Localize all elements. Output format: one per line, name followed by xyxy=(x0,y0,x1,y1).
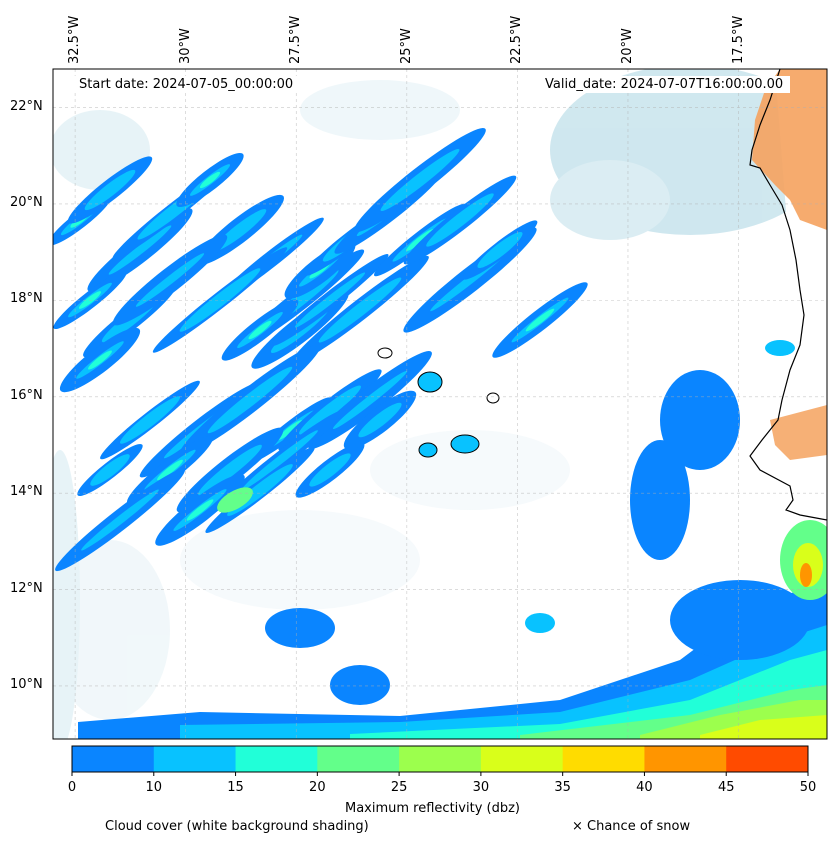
echo-streak xyxy=(176,152,244,208)
colorbar-tick-label: 50 xyxy=(799,780,817,795)
echo-streak xyxy=(291,255,429,365)
colorbar-tick-label: 20 xyxy=(309,780,326,795)
longitude-tick-label: 30°W xyxy=(177,28,193,64)
echo-streak xyxy=(221,299,299,361)
start-date-label: Start date: 2024-07-05_00:00:00 xyxy=(72,76,301,93)
land-africa xyxy=(750,69,827,739)
echo-southern-band xyxy=(78,340,827,739)
valid-date-label: Valid_date: 2024-07-07T16:00:00.00 xyxy=(538,76,791,93)
latitude-tick-label: 12°N xyxy=(10,580,43,596)
latitude-tick-label: 16°N xyxy=(10,387,43,403)
colorbar-tick-label: 40 xyxy=(636,780,653,795)
longitude-tick-label: 25°W xyxy=(398,28,414,64)
map-frame xyxy=(52,68,828,740)
latitude-tick-label: 10°N xyxy=(10,676,43,692)
latitude-tick-label: 20°N xyxy=(10,194,43,210)
echo-core xyxy=(217,487,253,513)
echo-streak xyxy=(278,369,382,451)
echo-streak xyxy=(462,220,538,280)
longitude-tick-label: 32.5°W xyxy=(67,15,83,64)
colorbar-tick-label: 10 xyxy=(145,780,163,795)
echo-streak xyxy=(77,443,143,497)
echo-streak xyxy=(271,254,389,346)
latitude-tick-label: 14°N xyxy=(10,484,43,500)
colorbar-tick-label: 15 xyxy=(227,780,244,795)
cloud-cover-shading xyxy=(53,69,827,739)
latitude-tick-label: 18°N xyxy=(10,291,43,307)
echo-streak xyxy=(152,247,288,353)
echo-streak xyxy=(59,327,141,393)
echo-streak xyxy=(176,427,284,513)
echo-streak xyxy=(87,208,193,292)
cape-verde-islands xyxy=(377,347,500,458)
echo-streak xyxy=(67,156,153,224)
echo-streaks xyxy=(53,128,588,572)
cloud-cover-legend: Cloud cover (white background shading) xyxy=(105,819,369,834)
echo-streak xyxy=(53,270,127,330)
echo-streak xyxy=(55,468,185,572)
colorbar-tick-label: 25 xyxy=(390,780,408,795)
longitude-tick-label: 27.5°W xyxy=(288,15,304,64)
colorbar-tick-label: 30 xyxy=(472,780,490,795)
colorbar-tick-label: 0 xyxy=(67,780,77,795)
echo-streak xyxy=(100,380,200,460)
echo-streak xyxy=(343,390,417,450)
echo-streak xyxy=(179,344,321,456)
echo-streak xyxy=(354,128,486,232)
echo-streak xyxy=(295,442,365,498)
echo-streak xyxy=(308,351,432,449)
echo-streak xyxy=(492,282,588,358)
longitude-tick-label: 22.5°W xyxy=(509,15,525,64)
colorbar-tick-label: 35 xyxy=(554,780,571,795)
colorbar-title: Maximum reflectivity (dbz) xyxy=(345,801,520,816)
echo-streak xyxy=(403,175,517,265)
latitude-tick-label: 22°N xyxy=(10,98,43,114)
echo-streak xyxy=(112,234,228,326)
echo-streak xyxy=(155,474,245,546)
longitude-tick-label: 17.5°W xyxy=(730,15,746,64)
snow-legend: × Chance of snow xyxy=(572,819,691,834)
echo-streak xyxy=(216,410,344,510)
graticule xyxy=(53,69,827,739)
longitude-tick-label: 20°W xyxy=(619,28,635,64)
colorbar-tick-label: 45 xyxy=(717,780,735,795)
coastline xyxy=(749,69,827,521)
